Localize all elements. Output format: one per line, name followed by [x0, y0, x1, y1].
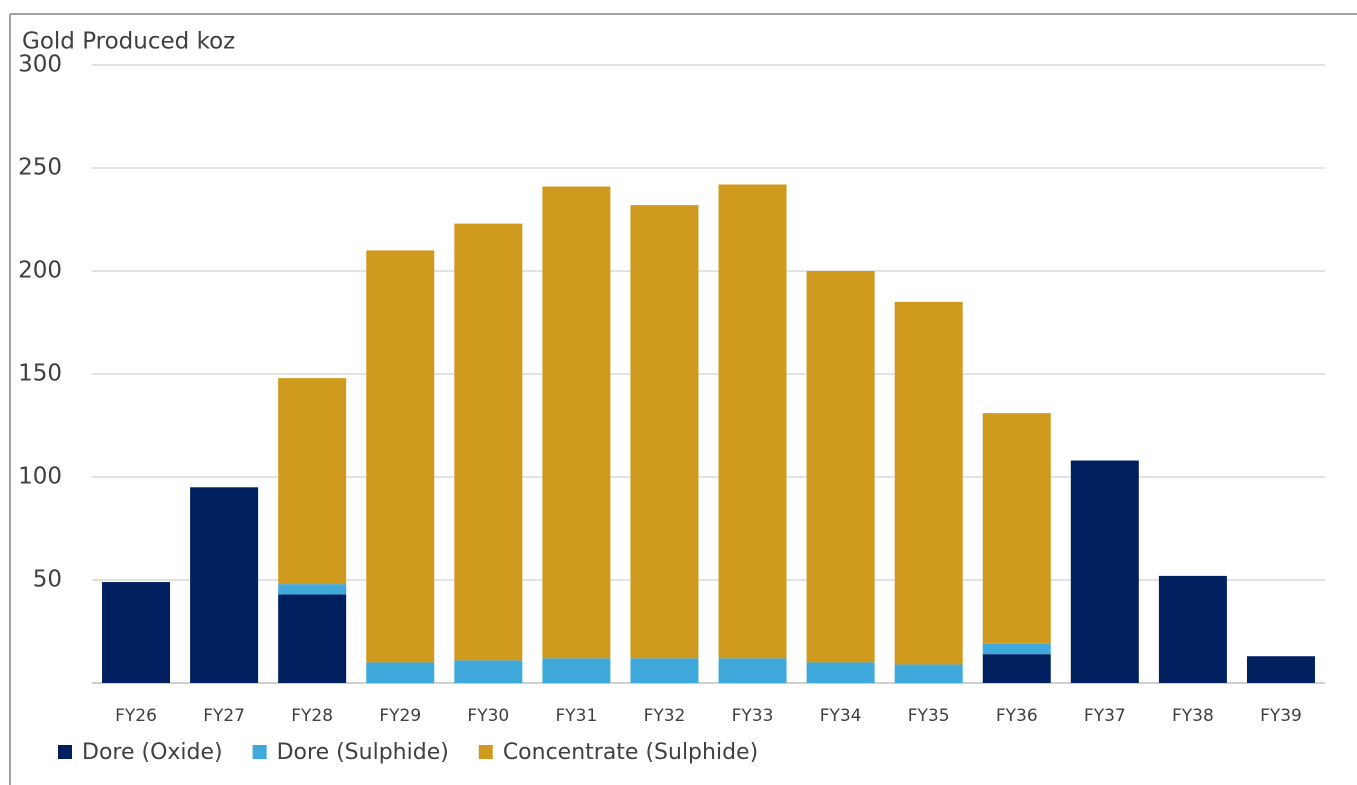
bar-segment [278, 594, 347, 683]
bar-segment [278, 584, 347, 595]
legend-swatch [58, 745, 72, 759]
x-tick-label: FY38 [1172, 706, 1214, 726]
x-tick-label: FY27 [203, 706, 245, 726]
x-tick-label: FY36 [996, 706, 1038, 726]
bar-segment [718, 184, 787, 659]
x-tick-label: FY32 [644, 706, 686, 726]
bar-segment [454, 660, 523, 683]
bar-segment [982, 413, 1051, 644]
legend-swatch [252, 745, 267, 759]
bar-segment [894, 301, 963, 665]
bar-segment [806, 662, 875, 683]
x-tick-label: FY35 [908, 706, 950, 726]
bar-segment [190, 487, 259, 683]
bar-segment [454, 223, 523, 661]
bar-segment [982, 654, 1051, 683]
y-tick-label: 300 [18, 52, 62, 78]
x-tick-label: FY33 [732, 706, 774, 726]
x-tick-label: FY26 [115, 706, 157, 726]
x-tick-label: FY31 [555, 706, 597, 726]
y-tick-label: 50 [33, 567, 62, 593]
bar-segment [1158, 575, 1227, 683]
bar-segment [630, 658, 699, 683]
x-tick-label: FY34 [820, 706, 862, 726]
x-tick-label: FY29 [379, 706, 421, 726]
bar-segment [366, 250, 435, 663]
bar-segment [542, 658, 611, 683]
bar-segment [102, 582, 171, 683]
bar-segment [1070, 460, 1139, 683]
legend-label: Dore (Sulphide) [277, 740, 449, 765]
bar-segment [1246, 656, 1315, 683]
x-tick-label: FY39 [1260, 706, 1302, 726]
y-tick-label: 200 [18, 258, 62, 284]
bar-segment [630, 205, 699, 659]
x-tick-label: FY28 [291, 706, 333, 726]
x-tick-label: FY37 [1084, 706, 1126, 726]
y-tick-label: 100 [18, 464, 62, 490]
chart-title: Gold Produced koz [22, 29, 235, 55]
legend-label: Dore (Oxide) [82, 740, 223, 765]
y-tick-label: 250 [18, 155, 62, 181]
legend-swatch [478, 745, 493, 759]
bar-segment [542, 186, 611, 659]
bar-segment [718, 658, 787, 683]
legend-label: Concentrate (Sulphide) [503, 740, 758, 765]
bar-segment [366, 662, 435, 683]
bar-segment [982, 643, 1051, 655]
bar-segment [806, 271, 875, 663]
y-tick-label: 150 [18, 361, 62, 387]
x-tick-label: FY30 [467, 706, 509, 726]
bar-segment [278, 378, 347, 585]
bar-segment [894, 664, 963, 683]
